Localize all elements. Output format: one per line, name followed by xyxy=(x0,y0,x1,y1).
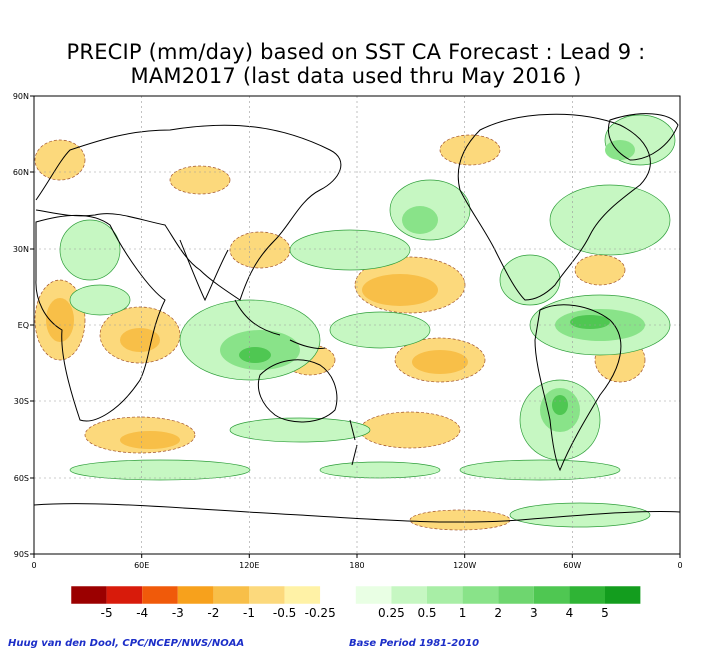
legend-label: 0.25 xyxy=(378,606,405,620)
wet-anomaly-cores xyxy=(239,315,610,415)
longitude-labels: 0 60E 120E 180 120W 60W 0 xyxy=(31,561,682,570)
lat-label: 90S xyxy=(14,550,29,559)
legend-labels: -5 -4 -3 -2 -1 -0.5 -0.25 0.25 0.5 1 2 3 4 5 xyxy=(101,606,609,620)
lon-label: 180 xyxy=(349,561,364,570)
legend-label: -0.5 xyxy=(273,606,296,620)
legend-swatch xyxy=(391,586,427,604)
lat-label: 60S xyxy=(14,474,29,483)
coastlines xyxy=(34,113,680,523)
axis-ticks xyxy=(30,95,681,558)
legend-frame xyxy=(70,585,641,605)
legend-swatch xyxy=(569,586,605,604)
legend-swatch xyxy=(320,586,356,604)
legend-swatch xyxy=(249,586,285,604)
lat-label: 60N xyxy=(13,168,29,177)
precip-fields xyxy=(34,113,680,531)
lon-label: 60W xyxy=(563,561,581,570)
legend-swatch xyxy=(498,586,534,604)
legend-label: 3 xyxy=(530,606,538,620)
legend-label: -0.25 xyxy=(305,606,336,620)
lon-label: 0 xyxy=(677,561,682,570)
latitude-labels: 90N 60N 30N EQ 30S 60S 90S xyxy=(13,92,29,559)
legend-swatch xyxy=(177,586,214,604)
lon-label: 120E xyxy=(239,561,259,570)
legend-swatch xyxy=(284,586,321,604)
map-title-line-1: PRECIP (mm/day) based on SST CA Forecast… xyxy=(66,40,646,64)
legend-label: 4 xyxy=(566,606,574,620)
legend-swatch xyxy=(71,586,107,604)
legend-swatch xyxy=(605,586,641,604)
lon-label: 120W xyxy=(453,561,476,570)
lon-label: 60E xyxy=(134,561,149,570)
lat-label: EQ xyxy=(18,321,29,330)
legend-label: -4 xyxy=(136,606,148,620)
footer-credit: Huug van den Dool, CPC/NCEP/NWS/NOAA xyxy=(8,638,245,649)
dry-anomaly-cores xyxy=(46,274,468,449)
legend-label: 5 xyxy=(601,606,609,620)
legend-label: -1 xyxy=(243,606,255,620)
lon-label: 0 xyxy=(31,561,36,570)
legend-colorbar xyxy=(70,585,641,605)
legend-label: 2 xyxy=(494,606,502,620)
legend-swatch xyxy=(355,586,392,604)
legend-swatch xyxy=(142,586,178,604)
lat-label: 30N xyxy=(13,245,29,254)
legend-label: -2 xyxy=(207,606,219,620)
legend-label: -3 xyxy=(172,606,184,620)
legend-swatch xyxy=(533,586,570,604)
map-title-line-2: MAM2017 (last data used thru May 2016 ) xyxy=(130,64,582,88)
legend-swatch xyxy=(106,586,143,604)
legend-swatch xyxy=(462,586,499,604)
legend-label: 0.5 xyxy=(417,606,436,620)
lat-label: 30S xyxy=(14,397,29,406)
lat-label: 90N xyxy=(13,92,29,101)
legend-swatch xyxy=(213,586,249,604)
footer-base-period: Base Period 1981-2010 xyxy=(349,638,480,649)
legend-label: 1 xyxy=(459,606,467,620)
map-gridlines xyxy=(34,96,680,554)
legend-label: -5 xyxy=(101,606,113,620)
legend-swatch xyxy=(427,586,463,604)
